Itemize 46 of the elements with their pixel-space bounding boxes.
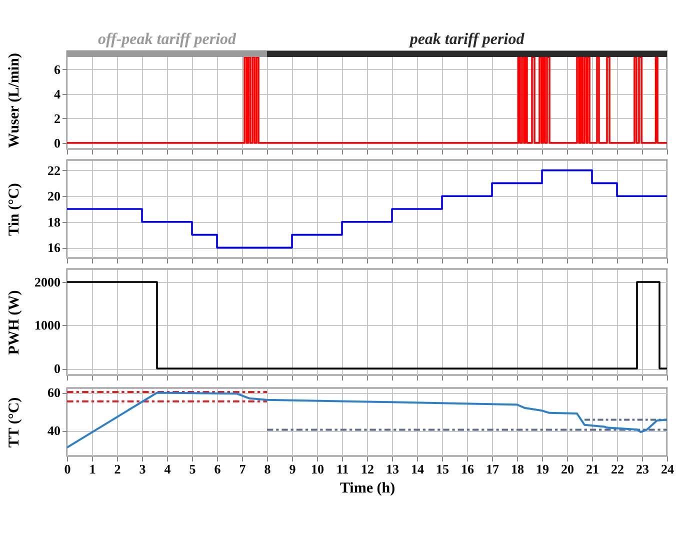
x-tick-label: 9 [289,462,296,476]
y-tick-label: 0 [54,135,60,150]
x-tick-label: 17 [486,462,500,476]
x-axis-title: Time (h) [340,480,396,496]
x-tick-label: 16 [461,462,474,476]
x-tick-label: 0 [64,462,71,476]
band-label: peak tariff period [408,31,526,48]
y-tick-label: 22 [48,162,60,178]
y-axis-title: Wuser (L/min) [6,53,22,148]
x-tick-label: 21 [586,462,599,476]
y-tick-label: 16 [48,240,61,256]
y-axis-title: TT (°C) [6,397,22,448]
x-tick-label: 10 [311,462,324,476]
x-tick-label: 23 [636,462,650,476]
x-tick-label: 20 [561,462,574,476]
x-tick-label: 18 [511,462,524,476]
y-tick-label: 40 [48,423,60,438]
y-tick-label: 4 [54,86,61,102]
y-tick-label: 6 [54,62,61,77]
y-tick-label: 0 [54,361,60,376]
y-axis-title: PWH (W) [6,290,22,355]
x-tick-label: 5 [189,462,196,476]
x-tick-label: 6 [214,462,222,476]
y-tick-label: 1000 [34,318,60,333]
x-tick-label: 13 [386,462,400,476]
x-tick-label: 8 [264,462,272,476]
x-tick-label: 3 [139,462,146,476]
x-tick-label: 4 [164,462,172,476]
y-tick-label: 2 [54,110,60,126]
x-tick-label: 19 [536,462,550,476]
x-tick-label: 7 [239,462,246,476]
x-tick-label: 1 [89,462,96,476]
y-tick-label: 20 [48,188,60,204]
y-tick-label: 18 [48,214,61,230]
band-label: off-peak tariff period [98,31,238,48]
x-tick-label: 12 [361,462,374,476]
x-tick-label: 15 [436,462,450,476]
y-tick-label: 60 [48,385,60,400]
x-tick-label: 22 [611,462,624,476]
x-tick-label: 14 [411,462,424,476]
y-axis-title: Tin (°C) [6,183,22,236]
x-tick-label: 24 [661,462,674,476]
y-tick-label: 2000 [34,274,60,290]
x-tick-label: 2 [114,462,121,476]
line-series [67,392,667,448]
x-tick-label: 11 [336,462,349,476]
